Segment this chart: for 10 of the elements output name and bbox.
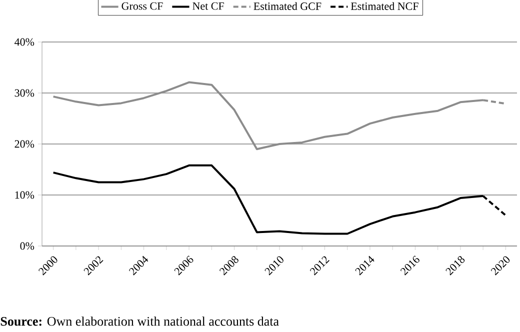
- legend-label: Net CF: [192, 2, 224, 10]
- legend-label: Gross CF: [122, 2, 163, 10]
- y-tick-label: 10%: [15, 191, 34, 199]
- y-tick-label: 30%: [14, 89, 34, 97]
- legend-label: Estimated NCF: [350, 2, 418, 10]
- y-tick-label: 20%: [14, 140, 34, 148]
- y-tick-label: 0%: [20, 242, 34, 250]
- y-tick-label: 40%: [14, 38, 34, 46]
- legend-label: Estimated GCF: [254, 2, 322, 10]
- text: Source: Own elaboration with national accounts data: [0, 316, 279, 326]
